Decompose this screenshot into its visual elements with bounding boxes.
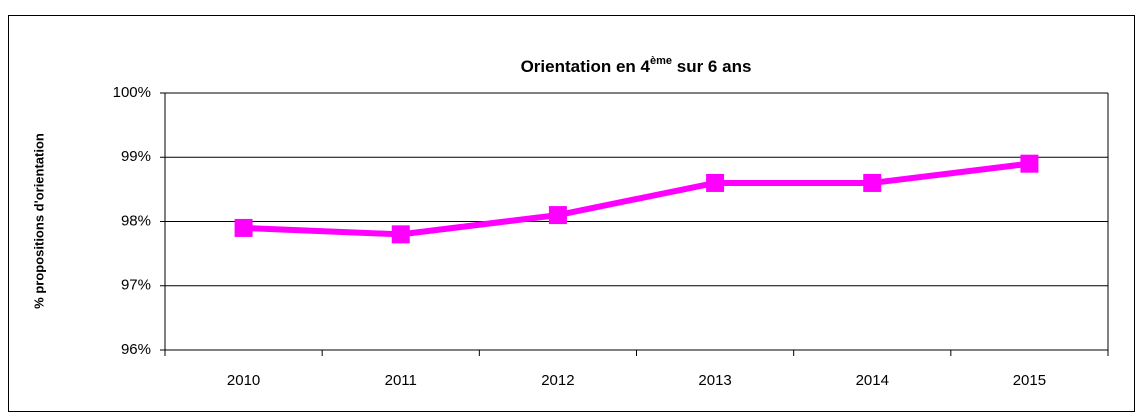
- marker: [1020, 154, 1039, 173]
- marker: [391, 225, 410, 244]
- x-tick-label: 2011: [385, 372, 417, 389]
- y-tick-label: 100%: [113, 84, 151, 101]
- x-tick-label: 2012: [541, 372, 574, 389]
- line: [243, 160, 1030, 238]
- y-axis-label: % propositions d'orientation: [31, 133, 46, 309]
- y-tick-label: 99%: [121, 148, 151, 165]
- marker: [548, 206, 567, 225]
- title-part: sur 6 ans: [672, 57, 751, 76]
- y-tick-label: 98%: [121, 212, 151, 229]
- y-tick-label: 97%: [121, 277, 151, 294]
- x-tick-label: 2010: [227, 372, 260, 389]
- title-superscript: ème: [650, 55, 672, 67]
- title-part: Orientation en 4: [521, 57, 651, 76]
- x-tick-label: 2015: [1013, 372, 1046, 389]
- y-tick-label: 96%: [121, 341, 151, 358]
- x-tick-label: 2014: [856, 372, 889, 389]
- marker: [706, 173, 725, 192]
- marker: [863, 173, 882, 192]
- marker: [234, 218, 253, 237]
- x-tick-label: 2013: [698, 372, 731, 389]
- chart-title: Orientation en 4ème sur 6 ans: [521, 55, 752, 77]
